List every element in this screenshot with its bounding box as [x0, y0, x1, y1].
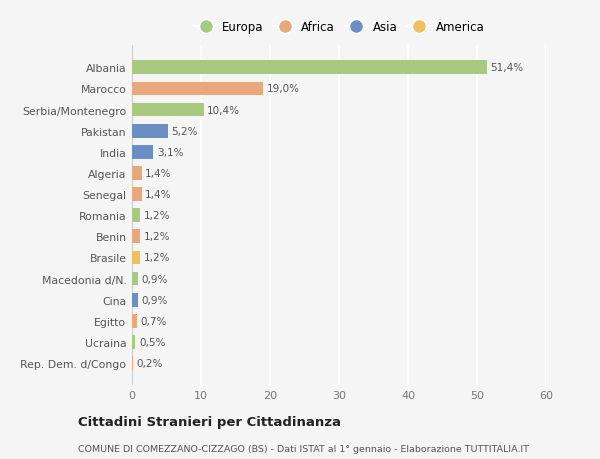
Bar: [132, 83, 263, 96]
Text: 0,9%: 0,9%: [142, 295, 168, 305]
Text: 19,0%: 19,0%: [266, 84, 299, 94]
Text: 0,7%: 0,7%: [140, 316, 167, 326]
Legend: Europa, Africa, Asia, America: Europa, Africa, Asia, America: [190, 18, 488, 38]
Bar: [132, 146, 154, 159]
Text: 10,4%: 10,4%: [207, 106, 240, 115]
Bar: [132, 103, 204, 117]
Text: 51,4%: 51,4%: [490, 63, 523, 73]
Text: 1,4%: 1,4%: [145, 190, 172, 200]
Bar: [132, 293, 138, 307]
Bar: [132, 209, 140, 223]
Bar: [132, 314, 137, 328]
Bar: [132, 230, 140, 244]
Text: COMUNE DI COMEZZANO-CIZZAGO (BS) - Dati ISTAT al 1° gennaio - Elaborazione TUTTI: COMUNE DI COMEZZANO-CIZZAGO (BS) - Dati …: [78, 444, 529, 453]
Text: 0,2%: 0,2%: [137, 358, 163, 368]
Text: 1,2%: 1,2%: [144, 211, 170, 221]
Text: 5,2%: 5,2%: [172, 126, 198, 136]
Text: 1,2%: 1,2%: [144, 232, 170, 242]
Bar: [132, 62, 487, 75]
Text: 3,1%: 3,1%: [157, 147, 184, 157]
Bar: [132, 124, 168, 138]
Bar: [132, 336, 136, 349]
Bar: [132, 272, 138, 286]
Text: Cittadini Stranieri per Cittadinanza: Cittadini Stranieri per Cittadinanza: [78, 415, 341, 428]
Text: 0,5%: 0,5%: [139, 337, 165, 347]
Bar: [132, 251, 140, 265]
Text: 1,4%: 1,4%: [145, 168, 172, 179]
Bar: [132, 167, 142, 180]
Bar: [132, 188, 142, 202]
Bar: [132, 357, 133, 370]
Text: 1,2%: 1,2%: [144, 253, 170, 263]
Text: 0,9%: 0,9%: [142, 274, 168, 284]
